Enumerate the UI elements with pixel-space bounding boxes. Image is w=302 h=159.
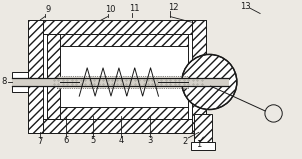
Circle shape — [265, 105, 282, 122]
Text: 5: 5 — [90, 136, 95, 145]
Text: 7: 7 — [38, 137, 43, 146]
Text: 3: 3 — [147, 136, 152, 145]
Text: 8: 8 — [2, 77, 7, 86]
Text: 10: 10 — [105, 5, 116, 14]
Bar — [47, 34, 188, 119]
Bar — [47, 107, 188, 119]
Text: 9: 9 — [45, 5, 50, 14]
Bar — [57, 76, 188, 88]
Text: 4: 4 — [118, 136, 124, 145]
Bar — [12, 72, 28, 92]
Text: 2: 2 — [183, 137, 188, 146]
Bar — [47, 34, 60, 119]
Text: 1: 1 — [196, 140, 201, 149]
Bar — [28, 20, 206, 133]
Bar — [12, 78, 229, 86]
Bar — [194, 114, 212, 142]
Text: 11: 11 — [129, 4, 140, 13]
Bar — [191, 20, 206, 133]
Circle shape — [182, 54, 237, 110]
Bar — [47, 34, 188, 46]
Bar — [28, 20, 43, 133]
Bar — [28, 20, 206, 34]
Bar — [191, 142, 215, 150]
Bar — [28, 119, 206, 133]
Text: 6: 6 — [63, 136, 69, 145]
Text: 13: 13 — [240, 2, 250, 11]
Text: 12: 12 — [168, 3, 179, 12]
